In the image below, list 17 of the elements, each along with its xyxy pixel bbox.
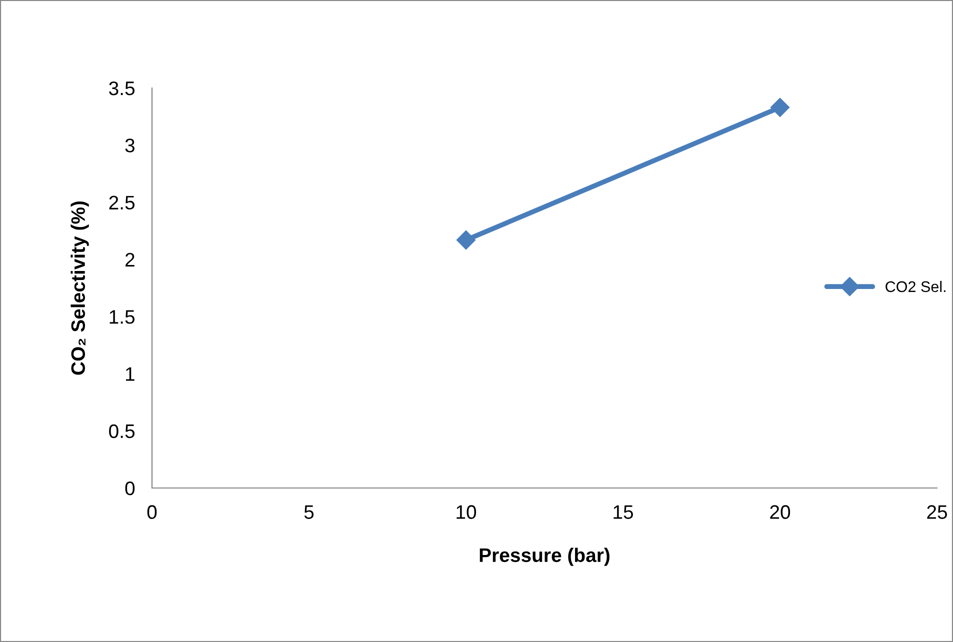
y-axis-title: CO₂ Selectivity (%) [70,201,89,375]
y-tick-label: 1.5 [110,310,135,324]
y-tick-label: 2 [126,252,134,266]
x-tick-label: 5 [304,505,314,519]
x-axis-title: Pressure (bar) [480,548,610,566]
y-tick-label: 0.5 [109,424,135,438]
y-tick-label: 2.5 [109,196,135,210]
x-tick-label: 25 [927,505,947,519]
y-tick-label: 3 [125,138,134,152]
x-tick-label: 20 [770,505,790,519]
y-tick-label: 1 [126,367,134,381]
x-tick-label: 10 [456,505,476,519]
y-tick-label: 3.5 [109,81,135,96]
x-tick-label: 15 [614,505,633,519]
x-tick-label: 0 [147,505,157,519]
y-tick-label: 0 [125,481,135,496]
legend-label: CO2 Sel. [886,280,946,292]
